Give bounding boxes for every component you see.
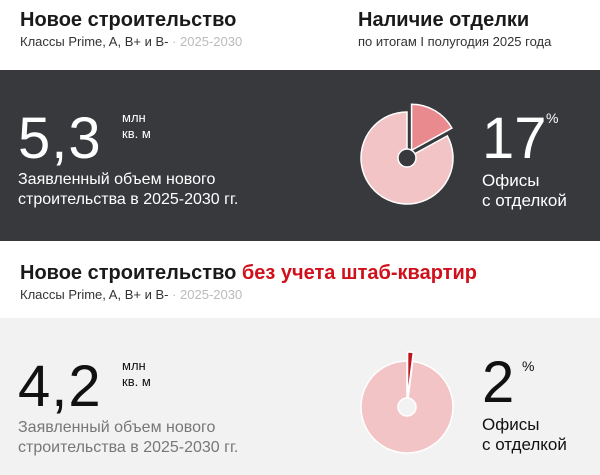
band-dark: 5,3 млн кв. м Заявленный объем нового стро… xyxy=(0,70,600,241)
pct-label: Офисы с отделкой xyxy=(482,171,567,211)
section2-classes: Классы Prime, A, B+ и B- xyxy=(20,287,169,302)
volume-value: 5,3 xyxy=(18,106,102,171)
section2-title-main: Новое строительство xyxy=(20,262,237,284)
label2-line2: с отделкой xyxy=(482,435,567,454)
desc-line2: строительства в 2025-2030 гг. xyxy=(18,191,239,208)
volume-desc: Заявленный объем нового строительства в 2… xyxy=(18,170,238,210)
finish-subtitle: по итогам I полугодия 2025 года xyxy=(358,34,552,49)
label-line1: Офисы xyxy=(482,171,540,190)
unit-mln-2: млн xyxy=(122,358,146,373)
volume-unit-2: млн кв. м xyxy=(122,358,151,390)
pie-slice-highlight xyxy=(410,103,453,152)
label-line2: с отделкой xyxy=(482,191,567,210)
pct-sign: % xyxy=(546,110,559,126)
section1-classes: Классы Prime, A, B+ и B- xyxy=(20,34,169,49)
band-light: 4,2 млн кв. м Заявленный объем нового стро… xyxy=(0,318,600,475)
section1-subtitle: Классы Prime, A, B+ и B- · 2025-2030 xyxy=(20,34,242,49)
pct-value-2: 2 xyxy=(482,350,515,415)
pct-label-2: Офисы с отделкой xyxy=(482,415,567,455)
pie-center-hole xyxy=(397,397,417,417)
section1-title: Новое строительство xyxy=(20,9,237,31)
volume-value-2: 4,2 xyxy=(18,354,102,419)
label2-line1: Офисы xyxy=(482,415,540,434)
desc2-line1: Заявленный объем нового xyxy=(18,419,216,436)
pie-chart-1 xyxy=(360,103,454,205)
section2-years: · 2025-2030 xyxy=(172,287,243,302)
unit-mln: млн xyxy=(122,110,146,125)
unit-sqm: кв. м xyxy=(122,126,151,141)
section2-title: Новое строительство без учета штаб-кварт… xyxy=(20,262,477,285)
pct-value: 17 xyxy=(482,106,547,171)
volume-unit: млн кв. м xyxy=(122,110,151,142)
pct-sign-2: % xyxy=(522,358,535,374)
unit-sqm-2: кв. м xyxy=(122,374,151,389)
section2-title-accent: без учета штаб-квартир xyxy=(241,262,477,284)
desc-line1: Заявленный объем нового xyxy=(18,171,216,188)
section2-subtitle: Классы Prime, A, B+ и B- · 2025-2030 xyxy=(20,287,242,302)
finish-title: Наличие отделки xyxy=(358,9,530,31)
volume-desc-2: Заявленный объем нового строительства в 2… xyxy=(18,418,238,458)
pie-center-hole xyxy=(397,148,417,168)
pie-chart-2 xyxy=(360,351,454,454)
section1-years: · 2025-2030 xyxy=(172,34,243,49)
desc2-line2: строительства в 2025-2030 гг. xyxy=(18,439,239,456)
